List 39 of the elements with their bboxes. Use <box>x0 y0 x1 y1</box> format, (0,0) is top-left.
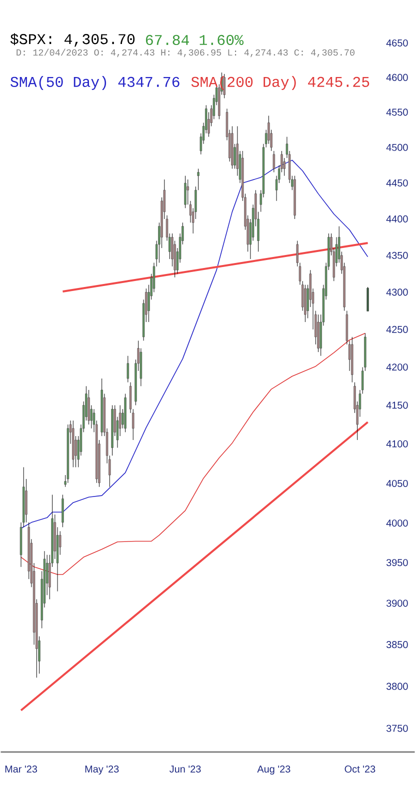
candlestick <box>187 179 190 205</box>
x-tick-label: Mar '23 <box>6 766 38 773</box>
candlestick <box>284 158 286 176</box>
y-tick-label: 4650 <box>386 39 408 47</box>
y-tick-label: 3750 <box>386 724 408 732</box>
y-tick-label: 4350 <box>386 252 408 259</box>
y-tick-label: 3900 <box>386 600 408 607</box>
text: D: 12/04/2023 O: 4,274.43 H: 4,306.95 L: 4,274.43 C: 4,305.70 <box>16 48 355 58</box>
candlestick <box>25 478 28 523</box>
y-tick-label: 4600 <box>386 74 408 81</box>
y-tick-label: 4000 <box>386 520 408 527</box>
y-tick-label: 3950 <box>386 559 408 566</box>
y-tick-label: 4400 <box>386 215 408 222</box>
candlestick <box>184 176 187 208</box>
text: SMA(50 Day) 4347.76 <box>10 76 180 90</box>
annotation: 67.84 1.60% <box>146 34 244 46</box>
candlestick <box>88 390 90 425</box>
y-tick-label: 4050 <box>386 480 408 487</box>
candlestick <box>273 150 276 173</box>
candlestick <box>366 286 370 312</box>
x-tick-label: Jun '23 <box>170 766 201 773</box>
y-tick-label: 4450 <box>386 179 408 187</box>
y-tick-label: 4100 <box>386 440 408 448</box>
y-tick-label: 4550 <box>386 108 408 116</box>
candlestick <box>62 494 64 528</box>
x-tick-label: Oct '23 <box>345 766 376 773</box>
candlestick <box>127 356 130 383</box>
y-tick-label: 4200 <box>386 364 408 371</box>
x-tick-label: May '23 <box>86 766 119 775</box>
chart-title: $SPX: 4,305.70 <box>10 33 135 47</box>
line-series <box>20 332 366 575</box>
x-tick-label: Aug '23 <box>257 766 290 775</box>
y-tick-label: 4250 <box>386 326 408 333</box>
y-tick-label: 3850 <box>386 641 408 648</box>
y-tick-label: 3800 <box>386 682 408 690</box>
y-tick-label: 4300 <box>386 288 408 296</box>
y-tick-label: 4500 <box>386 144 408 151</box>
y-tick-label: 4150 <box>386 402 408 409</box>
candlestick <box>197 168 200 190</box>
